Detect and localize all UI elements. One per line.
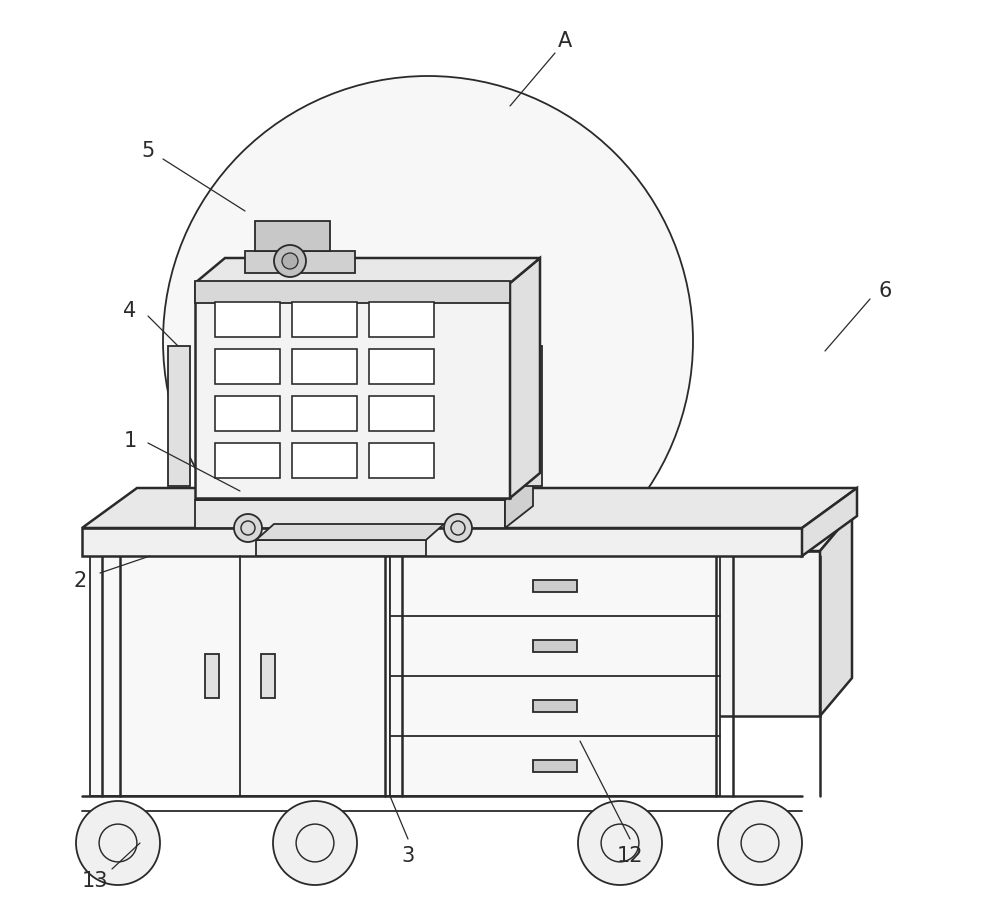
Text: 13: 13 — [82, 871, 108, 891]
Bar — [245, 251, 355, 273]
Text: 12: 12 — [617, 846, 643, 866]
Bar — [369, 302, 434, 337]
Bar — [369, 396, 434, 431]
Bar — [195, 500, 505, 528]
Bar — [292, 349, 357, 384]
Polygon shape — [510, 258, 540, 498]
Bar — [90, 556, 390, 796]
Polygon shape — [195, 258, 540, 283]
Bar — [615, 551, 820, 716]
Circle shape — [274, 245, 306, 277]
Text: A: A — [558, 31, 572, 51]
Text: 5: 5 — [141, 141, 155, 161]
Bar — [215, 396, 280, 431]
Text: 4: 4 — [123, 301, 137, 321]
Bar — [195, 281, 510, 303]
Circle shape — [234, 514, 262, 542]
Text: 1: 1 — [123, 431, 137, 451]
Text: 6: 6 — [878, 281, 892, 301]
Text: 3: 3 — [401, 846, 415, 866]
Bar — [533, 580, 577, 592]
Circle shape — [578, 801, 662, 885]
Bar — [215, 443, 280, 478]
Bar — [369, 443, 434, 478]
Bar — [261, 654, 275, 698]
Bar — [215, 349, 280, 384]
Polygon shape — [802, 488, 857, 556]
Polygon shape — [615, 513, 852, 551]
Bar — [82, 528, 802, 556]
Bar — [255, 221, 330, 251]
Bar — [195, 283, 510, 498]
Text: 2: 2 — [73, 571, 87, 591]
Bar — [520, 346, 542, 486]
Polygon shape — [820, 513, 852, 716]
Polygon shape — [82, 488, 857, 528]
Circle shape — [76, 801, 160, 885]
Bar — [390, 556, 720, 796]
Bar — [292, 396, 357, 431]
Bar — [533, 640, 577, 652]
Bar — [533, 760, 577, 772]
Bar — [369, 349, 434, 384]
Circle shape — [163, 76, 693, 606]
Circle shape — [718, 801, 802, 885]
Polygon shape — [256, 524, 444, 540]
Bar — [292, 302, 357, 337]
Bar — [215, 302, 280, 337]
Bar — [205, 654, 219, 698]
Polygon shape — [195, 478, 533, 500]
Bar — [168, 346, 190, 486]
Bar — [533, 700, 577, 712]
Bar — [256, 540, 426, 556]
Circle shape — [273, 801, 357, 885]
Polygon shape — [505, 478, 533, 528]
Bar — [292, 443, 357, 478]
Circle shape — [444, 514, 472, 542]
Circle shape — [282, 253, 298, 269]
